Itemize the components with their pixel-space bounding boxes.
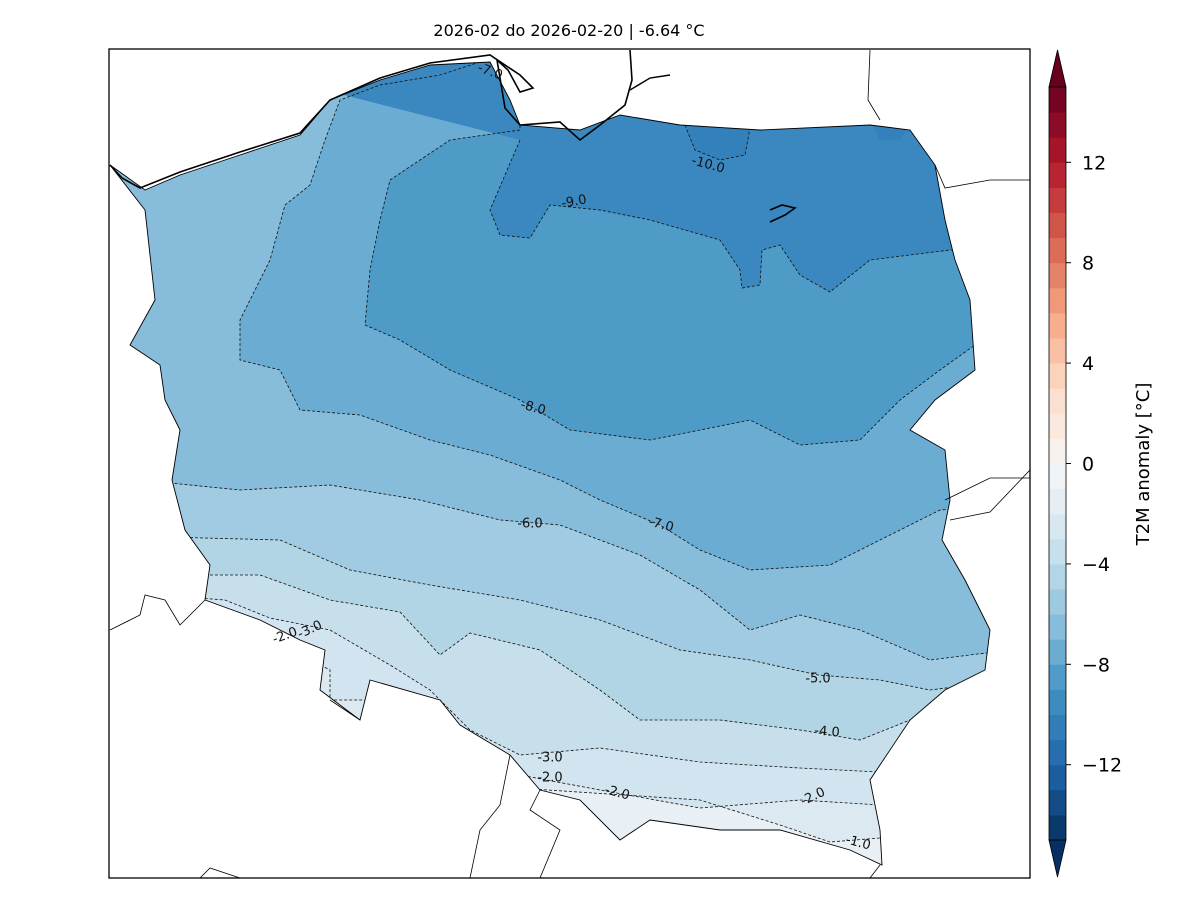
colorbar-segment bbox=[1049, 237, 1066, 264]
colorbar: −12 −8 −4 0 4 8 12 bbox=[1048, 49, 1122, 878]
colorbar-tick-label: 0 bbox=[1082, 454, 1094, 476]
contour-labels: -7.0-10.0-9.0-8.0-6.0 -7.0-5.0-4.0-3.0-2.… bbox=[271, 61, 873, 854]
contour-label: -5.0 bbox=[805, 672, 830, 687]
colorbar-tick-label: −4 bbox=[1082, 554, 1110, 576]
colorbar-segment bbox=[1049, 338, 1066, 364]
colorbar-extend-min bbox=[1048, 839, 1067, 878]
neighbor-border bbox=[109, 594, 206, 631]
neighbor-border bbox=[199, 867, 241, 878]
poland-border bbox=[109, 61, 991, 866]
country-borders bbox=[109, 49, 1030, 878]
neighbor-border bbox=[944, 477, 1030, 501]
colorbar-tick-label: 4 bbox=[1082, 353, 1094, 375]
colorbar-label: T2M anomaly [°C] bbox=[1133, 383, 1154, 547]
band-below-minus-10 bbox=[685, 122, 910, 160]
contour-line bbox=[110, 589, 990, 779]
colorbar-segment bbox=[1049, 413, 1066, 439]
contour-line bbox=[364, 115, 990, 446]
contour-label: -2.0 bbox=[603, 782, 631, 803]
colorbar-segment bbox=[1049, 262, 1066, 289]
colorbar-tick-label: −8 bbox=[1082, 654, 1110, 676]
coastline bbox=[109, 49, 633, 189]
contour-line bbox=[684, 124, 751, 161]
map-frame bbox=[108, 48, 1031, 879]
neighbor-border bbox=[329, 699, 361, 721]
colorbar-segment bbox=[1049, 388, 1066, 414]
contour-label: -2.0 bbox=[537, 771, 562, 786]
map-title: 2026-02 do 2026-02-20 | -6.64 °C bbox=[433, 21, 705, 40]
contour-label: -7.0 bbox=[647, 514, 675, 535]
colorbar-segment bbox=[1049, 463, 1066, 490]
lake-outline bbox=[769, 204, 797, 223]
colorbar-segment bbox=[1049, 363, 1066, 389]
colorbar-segment bbox=[1049, 764, 1066, 791]
neighbor-border bbox=[867, 49, 881, 121]
contour-label: -6.0 bbox=[517, 517, 542, 532]
contour-line bbox=[110, 474, 990, 661]
neighbor-border bbox=[949, 469, 1030, 521]
colorbar-segment bbox=[1049, 563, 1066, 590]
contour-label: -8.0 bbox=[519, 397, 547, 418]
contour-line bbox=[489, 139, 990, 293]
contour-line bbox=[110, 534, 990, 691]
colorbar-tick-label: −12 bbox=[1082, 755, 1122, 777]
contour-line bbox=[110, 574, 990, 741]
contour-line bbox=[239, 62, 990, 571]
colorbar-tick-label: 12 bbox=[1082, 152, 1106, 174]
contour-label: -4.0 bbox=[814, 723, 841, 740]
neighbor-border bbox=[934, 164, 1030, 189]
colorbar-segment bbox=[1049, 187, 1066, 213]
contour-label: -9.0 bbox=[560, 192, 588, 211]
colorbar-segment bbox=[1049, 513, 1066, 540]
colorbar-segment bbox=[1049, 137, 1066, 163]
colorbar-segment bbox=[1049, 312, 1066, 339]
colorbar-segment bbox=[1049, 639, 1066, 665]
colorbar-segment bbox=[1049, 112, 1066, 138]
contour-line bbox=[110, 759, 990, 843]
colorbar-segment bbox=[1049, 664, 1066, 690]
contour-label: -3.0 bbox=[537, 751, 562, 766]
colorbar-segment bbox=[1049, 814, 1066, 841]
colorbar-segment bbox=[1049, 87, 1066, 113]
neighbor-border bbox=[529, 789, 561, 878]
colorbar-segment bbox=[1049, 714, 1066, 741]
colorbar-segment bbox=[1049, 589, 1066, 615]
colorbar-tick-label: 8 bbox=[1082, 253, 1094, 275]
vistula-spit bbox=[629, 74, 671, 91]
colorbar-segment bbox=[1049, 689, 1066, 715]
anomaly-fill bbox=[110, 62, 990, 865]
colorbar-segment bbox=[1049, 287, 1066, 314]
colorbar-segment bbox=[1049, 538, 1066, 565]
contour-label: -1.0 bbox=[844, 832, 872, 853]
neighbor-border bbox=[469, 754, 511, 878]
neighbor-border bbox=[869, 864, 881, 878]
colorbar-segment bbox=[1049, 212, 1066, 239]
colorbar-segment bbox=[1049, 789, 1066, 816]
colorbar-segment bbox=[1049, 438, 1066, 464]
colorbar-extend-max bbox=[1048, 49, 1067, 88]
colorbar-segment bbox=[1049, 488, 1066, 515]
colorbar-segment bbox=[1049, 614, 1066, 640]
colorbar-segment bbox=[1049, 162, 1066, 188]
colorbar-segment bbox=[1049, 739, 1066, 766]
